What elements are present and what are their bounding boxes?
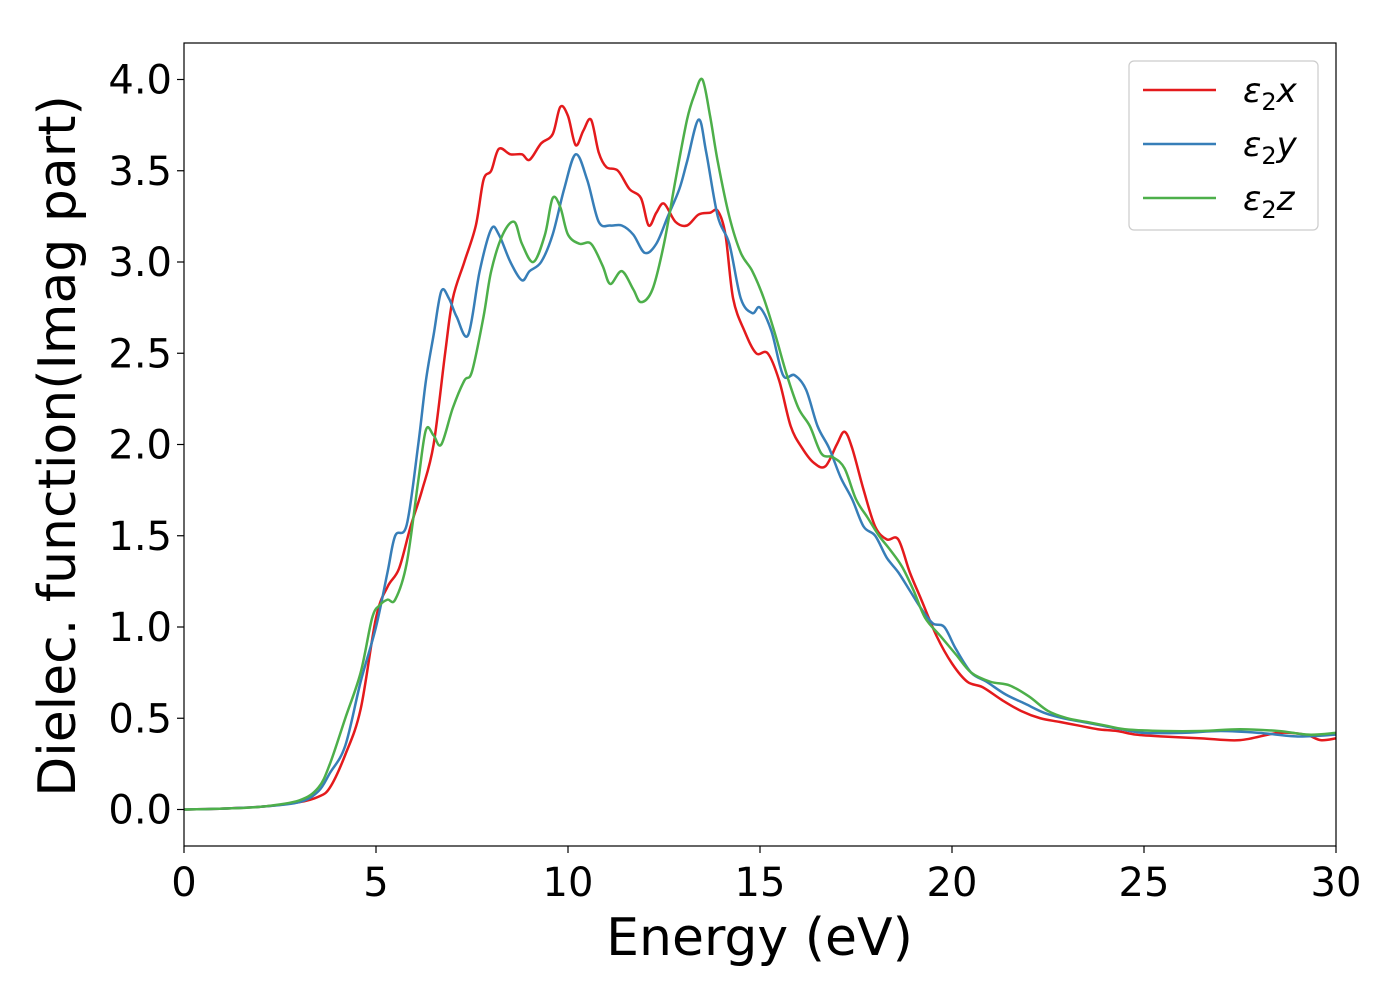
legend-label-x: ε2x: [1243, 71, 1298, 116]
legend-label-z: ε2z: [1243, 179, 1296, 224]
series-line-y: [184, 118, 1336, 811]
y-tick-label: 1.0: [108, 605, 172, 651]
axes: 0 5 10 15 20 25 30 0.0 0.5 1.0 1.5 2.0 2.5 3.0 3.5 4.0: [108, 42, 1362, 906]
y-tick-label: 2.5: [108, 331, 172, 377]
y-tick-label: 0.5: [108, 696, 172, 742]
x-tick-label: 5: [363, 860, 388, 906]
y-axis-label: Dielec. function(Imag part): [28, 95, 88, 797]
legend-box: [1128, 60, 1319, 231]
series-line-z: [184, 77, 1336, 811]
x-tick-label: 15: [735, 860, 786, 906]
y-tick-label: 3.0: [108, 240, 172, 286]
x-tick-label: 10: [543, 860, 594, 906]
plot-area: [184, 77, 1336, 811]
y-tick-label: 0.0: [108, 788, 172, 834]
legend: ε2x ε2y ε2z: [1128, 60, 1319, 231]
y-tick-label: 3.5: [108, 149, 172, 195]
legend-label-y: ε2y: [1243, 125, 1298, 170]
x-tick-label: 25: [1119, 860, 1170, 906]
y-tick-label: 4.0: [108, 58, 172, 104]
x-tick-label: 30: [1311, 860, 1362, 906]
x-axis-label: Energy (eV): [606, 908, 913, 968]
series-line-x: [184, 104, 1336, 811]
y-tick-label: 1.5: [108, 514, 172, 560]
x-tick-label: 0: [171, 860, 196, 906]
y-tick-label: 2.0: [108, 423, 172, 469]
x-tick-label: 20: [927, 860, 978, 906]
